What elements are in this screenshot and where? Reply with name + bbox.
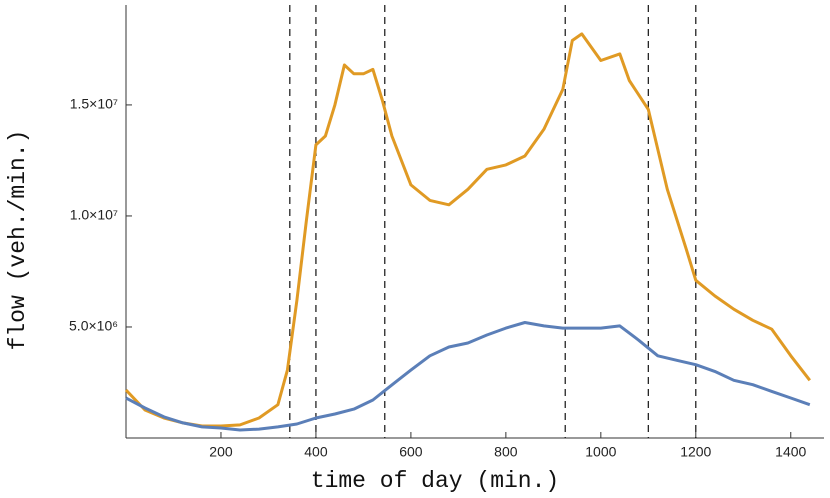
y-axis-label: flow (veh./min.) [5, 130, 31, 351]
x-tick-label: 200 [209, 444, 233, 460]
y-tick-label: 1.0×10⁷ [70, 207, 118, 223]
series-line [124, 32, 811, 428]
x-tick-label: 800 [494, 444, 518, 460]
series-line [125, 321, 811, 432]
y-tick-label: 1.5×10⁷ [70, 96, 118, 112]
x-axis-label: time of day (min.) [311, 468, 559, 494]
y-tick-label: 5.0×10⁶ [69, 318, 118, 334]
x-tick-label: 400 [304, 444, 328, 460]
x-tick-label: 600 [399, 444, 423, 460]
x-tick-label: 1200 [680, 444, 711, 460]
x-tick-label: 1000 [585, 444, 616, 460]
x-tick-label: 1400 [775, 444, 806, 460]
